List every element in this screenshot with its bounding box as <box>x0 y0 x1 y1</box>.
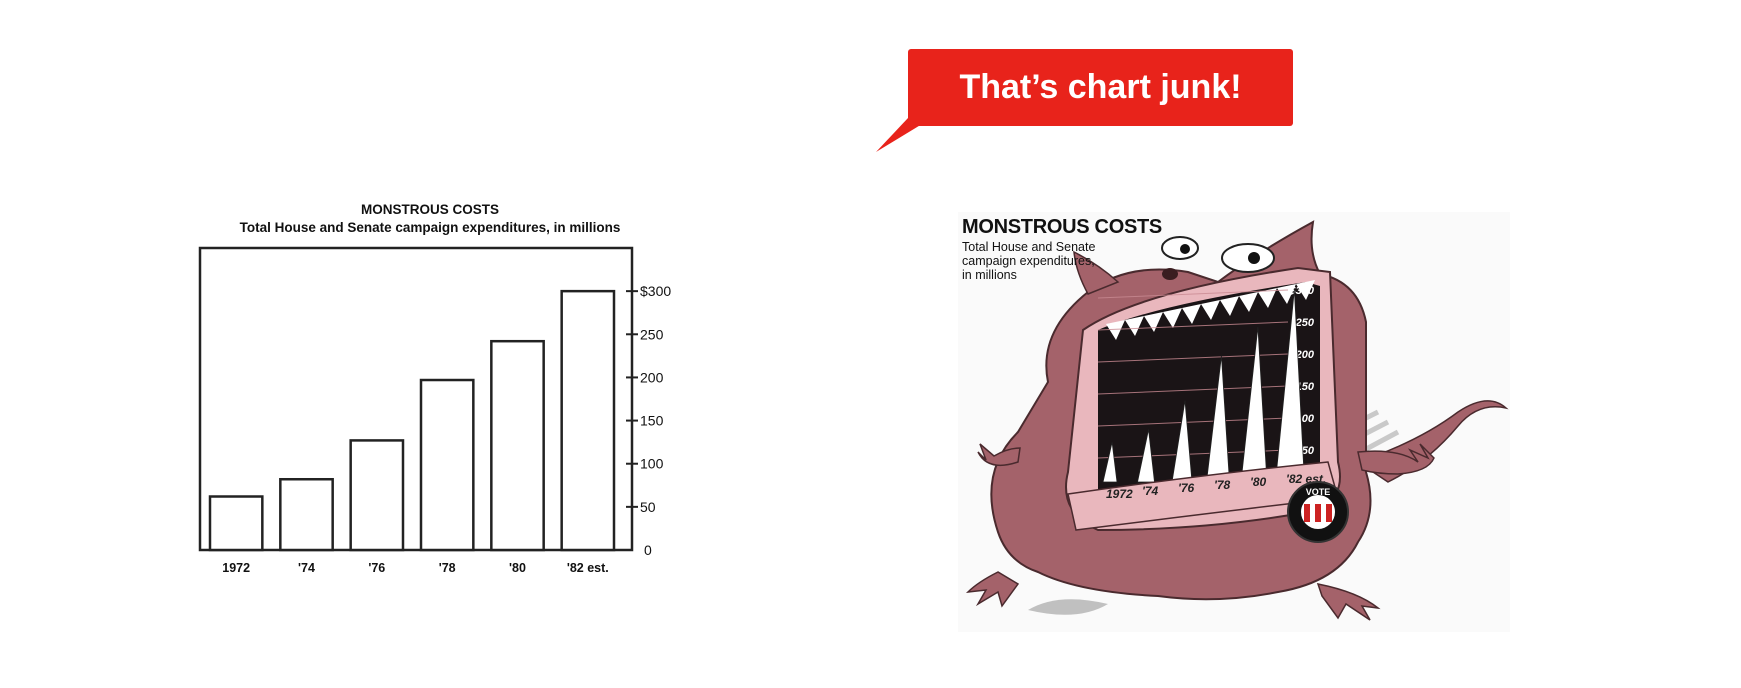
vote-badge-text: VOTE <box>1306 487 1331 497</box>
upper-tooth <box>1258 288 1277 308</box>
monster-subtitle-line-2: campaign expenditures, <box>962 254 1095 268</box>
plain-bar-chart: MONSTROUS COSTS Total House and Senate c… <box>180 198 740 648</box>
bar <box>560 289 616 552</box>
y-tick-label: 0 <box>644 542 652 558</box>
x-tick-label: '74 <box>298 561 315 575</box>
upper-tooth <box>1106 320 1125 340</box>
y-tick-label: $300 <box>640 283 671 299</box>
upper-tooth <box>1220 296 1239 316</box>
fang-bar <box>1102 442 1118 483</box>
monster-shadow <box>1028 599 1108 615</box>
monster-subtitle-line-1: Total House and Senate <box>962 240 1096 254</box>
upper-tooth <box>1163 308 1182 328</box>
mouth-x-label: '76 <box>1178 481 1195 495</box>
mouth-x-label: '78 <box>1214 478 1231 492</box>
vote-badge: VOTE <box>1287 481 1349 543</box>
speech-bubble: That’s chart junk! <box>908 49 1293 126</box>
mouth-x-label: 1972 <box>1106 487 1133 501</box>
upper-tooth <box>1201 300 1220 320</box>
y-tick-label: 250 <box>640 326 664 342</box>
plot-frame <box>198 246 634 552</box>
y-tick-label: 100 <box>640 456 664 472</box>
mouth-gridline <box>1097 321 1289 331</box>
speech-bubble-tail <box>876 118 932 152</box>
mouth-y-label: 150 <box>1296 381 1315 393</box>
monster-left-arm <box>977 443 1021 467</box>
upper-tooth <box>1296 280 1315 300</box>
upper-tooth <box>1277 284 1296 304</box>
monster-illustration: 50 100 150 200 250 $300 1972'74'76'78'80'82 es… <box>958 212 1510 632</box>
left-chart-subtitle: Total House and Senate campaign expendit… <box>239 220 621 235</box>
bar <box>208 495 264 552</box>
bar <box>490 339 545 552</box>
y-tick-label: 200 <box>640 369 664 385</box>
fang-bar <box>1137 429 1155 483</box>
bar <box>349 439 405 552</box>
monster-nostril <box>1162 268 1178 280</box>
mouth-gridline <box>1097 289 1289 299</box>
upper-tooth <box>1144 312 1163 332</box>
monster-chart-subtitle: Total House and Senate campaign expendit… <box>962 240 1122 282</box>
mouth-x-label: '74 <box>1142 484 1159 498</box>
monster-chart-title: MONSTROUS COSTS <box>962 216 1162 238</box>
bar <box>419 378 475 552</box>
bar <box>279 477 334 552</box>
mouth-y-label: 50 <box>1302 445 1315 457</box>
x-tick-label: '76 <box>368 561 385 575</box>
y-tick-label: 50 <box>640 499 656 515</box>
x-tick-label: '78 <box>439 561 456 575</box>
mouth-y-label: 250 <box>1295 317 1315 329</box>
left-chart-title: MONSTROUS COSTS <box>360 202 499 217</box>
monster-foot <box>965 571 1020 608</box>
left-chart-svg: 1972 '74 '76 '78 '80 '82 est. 0 50 100 150 200 250 $… <box>198 246 671 575</box>
x-tick-label: 1972 <box>222 561 250 575</box>
upper-tooth <box>1239 292 1258 312</box>
mouth-y-label: 200 <box>1295 349 1315 361</box>
monster-right-arm <box>1357 443 1435 475</box>
monster-subtitle-line-3: in millions <box>962 268 1017 282</box>
mouth-x-label: '80 <box>1250 475 1267 489</box>
mouth-y-label: $300 <box>1289 285 1315 297</box>
speech-bubble-text: That’s chart junk! <box>959 68 1242 106</box>
monster-left-ear <box>1073 250 1120 295</box>
upper-tooth <box>1125 316 1144 336</box>
upper-tooth <box>1182 304 1201 324</box>
x-tick-label: '82 est. <box>567 561 609 575</box>
y-tick-label: 150 <box>640 413 664 429</box>
x-tick-label: '80 <box>509 561 526 575</box>
